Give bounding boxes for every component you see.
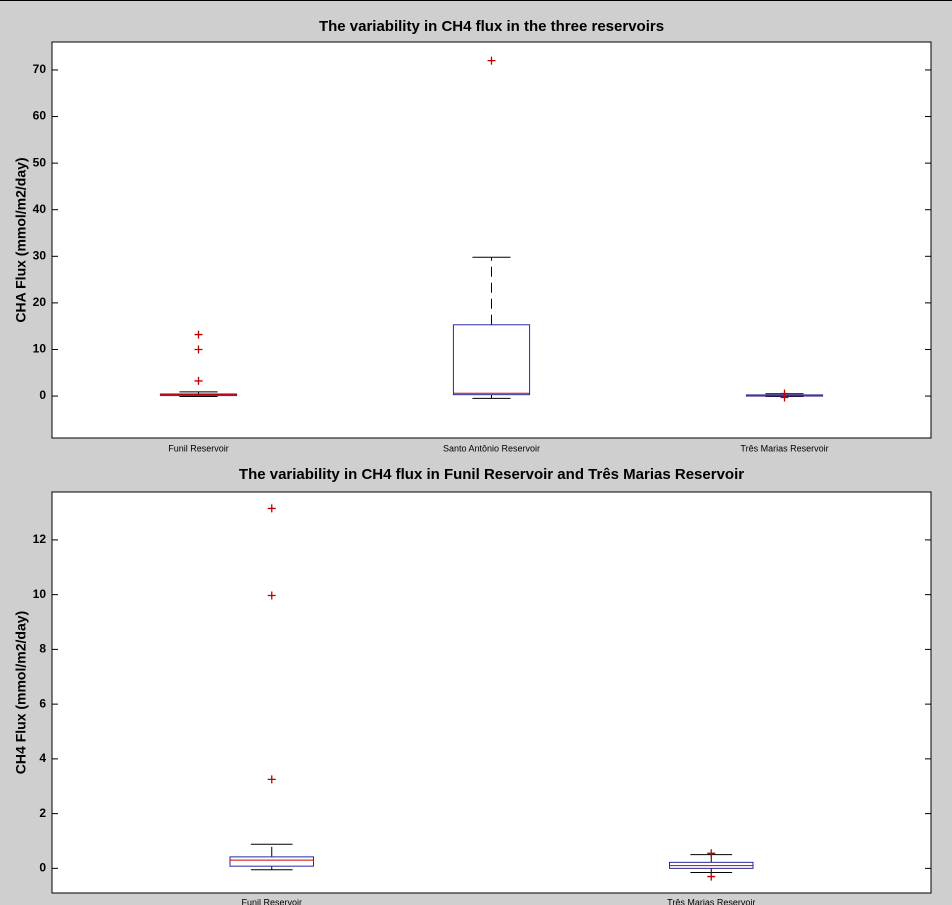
y-tick-label: 20 <box>33 295 47 309</box>
chart-title: The variability in CH4 flux in the three… <box>319 18 664 35</box>
outlier <box>267 775 276 784</box>
plot-area <box>51 41 932 439</box>
chart-panel: The variability in CH4 flux in the three… <box>13 18 932 453</box>
y-tick-label: 2 <box>39 806 46 820</box>
outlier <box>194 345 203 354</box>
outlier <box>267 504 276 513</box>
y-tick-label: 0 <box>39 388 46 402</box>
outlier <box>780 393 789 402</box>
y-tick-label: 4 <box>39 751 46 765</box>
x-tick-label: Funil Reservoir <box>168 443 229 453</box>
x-tick-label: Funil Reservoir <box>241 897 302 905</box>
y-axis-label: CH4 Flux (mmol/m2/day) <box>13 611 29 774</box>
x-tick-label: Santo Antônio Reservoir <box>443 443 540 453</box>
y-tick-label: 60 <box>33 109 47 123</box>
y-tick-label: 0 <box>39 861 46 875</box>
x-tick-label: Três Marias Reservoir <box>667 897 755 905</box>
y-tick-label: 50 <box>33 155 47 169</box>
y-tick-label: 6 <box>39 696 46 710</box>
y-tick-label: 30 <box>33 248 47 262</box>
y-tick-label: 12 <box>33 532 47 546</box>
box <box>229 856 315 867</box>
y-tick-label: 70 <box>33 62 47 76</box>
y-tick-label: 8 <box>39 642 46 656</box>
chart-title: The variability in CH4 flux in Funil Res… <box>239 466 744 483</box>
outlier <box>487 56 496 65</box>
plot-area <box>51 491 932 894</box>
outlier <box>707 872 716 881</box>
x-tick-label: Três Marias Reservoir <box>740 443 828 453</box>
y-tick-label: 40 <box>33 202 47 216</box>
outlier <box>267 591 276 600</box>
outlier <box>707 849 716 858</box>
y-axis-label: CHA Flux (mmol/m2/day) <box>13 157 29 322</box>
y-tick-label: 10 <box>33 587 47 601</box>
chart-panel: The variability in CH4 flux in Funil Res… <box>13 466 932 905</box>
outlier <box>194 330 203 339</box>
box <box>452 324 531 396</box>
y-tick-label: 10 <box>33 342 47 356</box>
outlier <box>194 376 203 385</box>
